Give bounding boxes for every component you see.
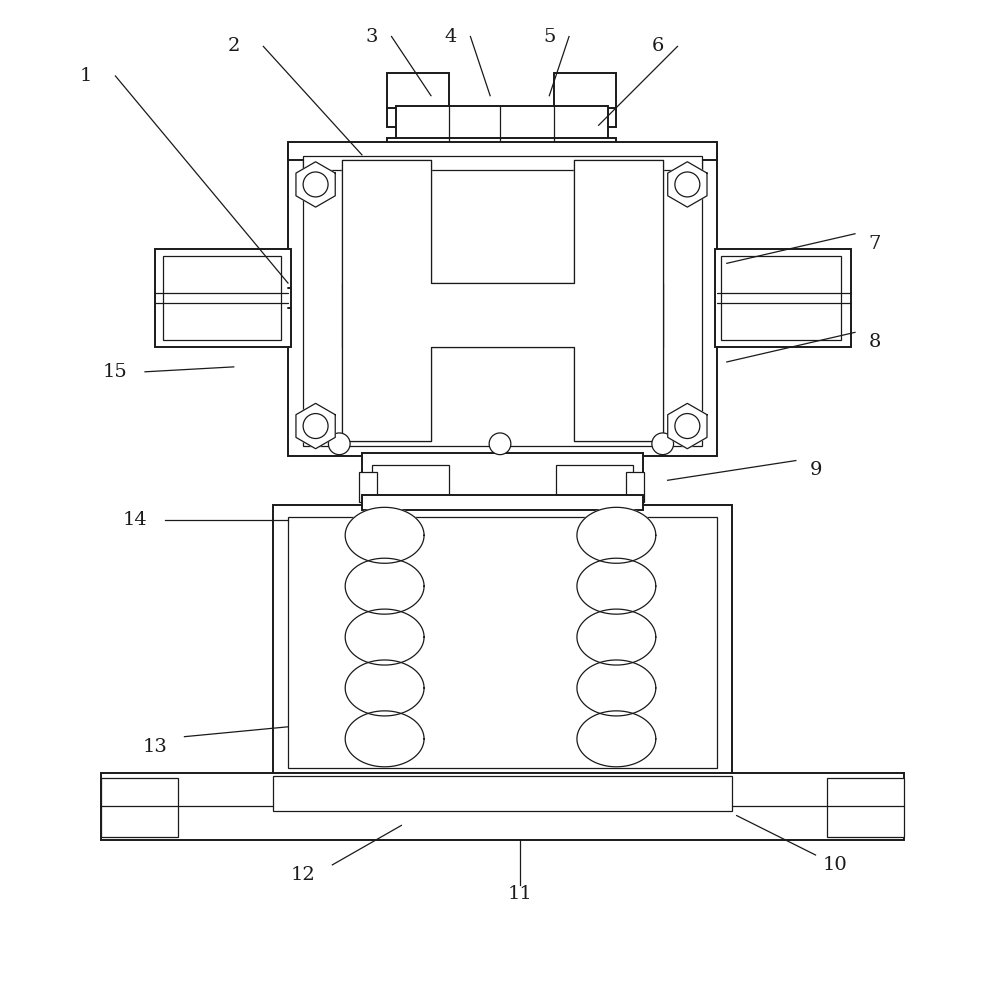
Text: 5: 5 [543,28,555,46]
Bar [288,517,717,768]
Polygon shape [577,609,656,665]
Bar [362,453,643,510]
Circle shape [652,433,674,455]
Text: 15: 15 [103,363,128,381]
Circle shape [489,433,511,455]
Bar [288,142,717,160]
Text: 14: 14 [123,511,148,529]
Bar [362,495,643,510]
Circle shape [675,172,700,197]
Bar [827,778,904,837]
Bar [163,256,281,340]
Text: 11: 11 [507,885,532,903]
Bar [721,256,841,340]
Polygon shape [296,403,335,449]
Bar [273,505,732,781]
Polygon shape [668,403,707,449]
Text: 12: 12 [290,866,315,884]
Bar [372,464,449,504]
Text: 7: 7 [869,235,881,253]
Polygon shape [345,507,424,563]
Polygon shape [345,711,424,767]
Text: 13: 13 [142,738,167,756]
Text: 1: 1 [80,67,92,85]
Text: 8: 8 [869,333,881,351]
Bar [626,472,644,502]
Polygon shape [577,711,656,767]
Polygon shape [577,507,656,563]
Polygon shape [342,160,663,441]
Polygon shape [577,558,656,614]
Bar [342,283,663,347]
Polygon shape [296,162,335,207]
Bar [303,155,702,446]
Bar [574,160,663,441]
Bar [288,145,717,456]
Text: 10: 10 [823,856,848,874]
Circle shape [675,414,700,439]
Text: 4: 4 [445,28,457,46]
Text: 6: 6 [652,37,664,55]
Polygon shape [577,660,656,716]
Bar [359,472,377,502]
Circle shape [328,433,350,455]
Bar [155,249,291,347]
Polygon shape [345,660,424,716]
Text: 3: 3 [366,28,378,46]
Bar [396,106,608,145]
Bar [387,108,616,127]
Text: 2: 2 [228,37,240,55]
Polygon shape [345,558,424,614]
Text: 9: 9 [809,461,822,479]
Bar [387,138,616,150]
Bar [554,73,616,110]
Circle shape [303,414,328,439]
Bar [101,778,178,837]
Bar [342,160,431,441]
Bar [387,73,449,110]
Circle shape [303,172,328,197]
Bar [273,776,732,811]
Bar [556,464,633,504]
Bar [101,773,904,840]
Polygon shape [345,609,424,665]
Bar [303,156,702,170]
Bar [715,249,851,347]
Polygon shape [668,162,707,207]
